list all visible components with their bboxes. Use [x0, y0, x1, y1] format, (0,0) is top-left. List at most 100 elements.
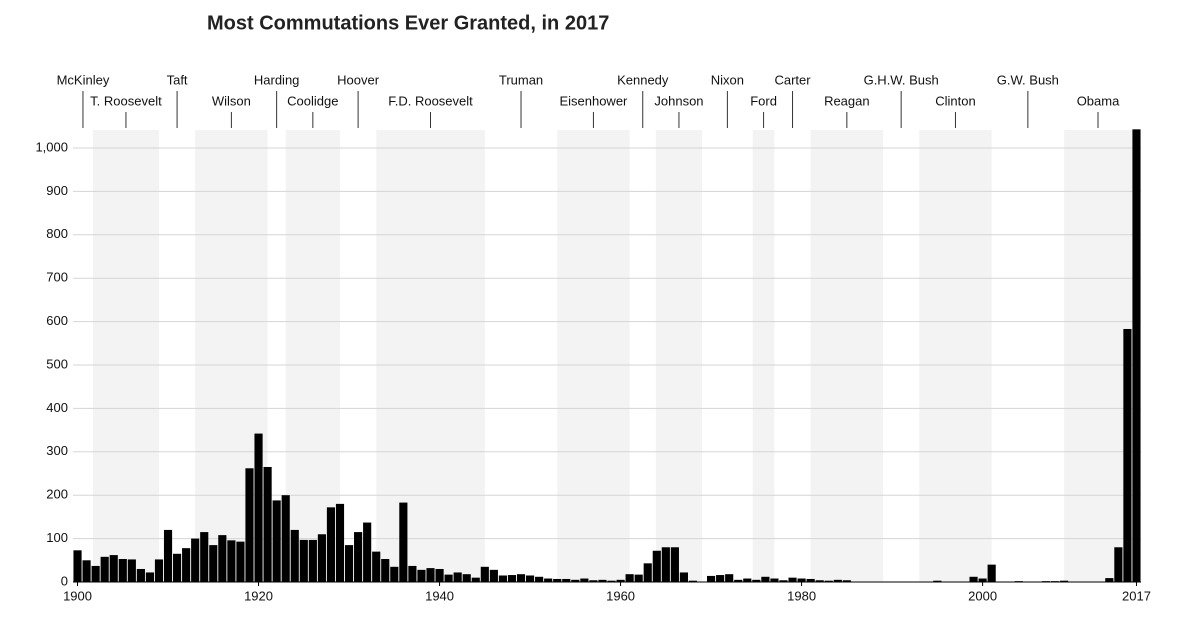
bar [788, 577, 797, 582]
term-band [919, 130, 992, 582]
bar [245, 468, 254, 582]
x-tick-label: 2000 [968, 588, 997, 603]
president-label: G.H.W. Bush [864, 72, 939, 87]
president-label: Reagan [824, 93, 870, 108]
bar [435, 568, 444, 582]
bar [227, 540, 236, 582]
y-tick-label: 800 [46, 226, 68, 241]
bar [489, 569, 498, 582]
president-label: Obama [1077, 93, 1120, 108]
bar [652, 550, 661, 582]
y-tick-label: 700 [46, 270, 68, 285]
bar [173, 553, 182, 582]
bar [372, 551, 381, 582]
y-tick-label: 300 [46, 443, 68, 458]
term-band [655, 130, 703, 582]
chart-title: Most Commutations Ever Granted, in 2017 [207, 12, 609, 34]
bar [399, 502, 408, 582]
president-label: Johnson [654, 93, 703, 108]
bar [806, 578, 815, 582]
bar [580, 578, 589, 582]
bar [191, 538, 200, 582]
bar [408, 565, 417, 582]
bar [969, 576, 978, 582]
term-band [285, 130, 340, 582]
bar [1105, 578, 1114, 582]
bar [100, 556, 109, 582]
bar [299, 539, 308, 582]
president-label: Harding [254, 72, 300, 87]
president-label: Ford [750, 93, 777, 108]
bar [91, 565, 100, 582]
y-tick-label: 200 [46, 487, 68, 502]
bar [335, 503, 345, 582]
president-label: G.W. Bush [997, 72, 1059, 87]
bar [779, 580, 788, 582]
bar [426, 568, 435, 582]
bar [381, 558, 390, 582]
president-label: T. Roosevelt [90, 93, 162, 108]
x-tick-label: 1960 [606, 588, 635, 603]
bar [589, 580, 598, 582]
bar [688, 580, 698, 582]
term-band [376, 130, 485, 582]
y-tick-label: 900 [46, 183, 68, 198]
bar [363, 522, 372, 582]
bar [82, 560, 91, 582]
bar [670, 547, 679, 582]
president-label: Taft [167, 72, 188, 87]
y-tick-label: 100 [46, 530, 68, 545]
bar [978, 578, 987, 582]
bar [236, 541, 245, 582]
president-label: Coolidge [287, 93, 338, 108]
bar [209, 545, 218, 582]
bar [453, 572, 462, 582]
president-label: Truman [499, 72, 543, 87]
bar [797, 578, 806, 582]
x-tick-label: 1920 [244, 588, 273, 603]
bar [154, 559, 164, 582]
bar [933, 580, 942, 582]
bar [498, 575, 507, 582]
y-tick-label: 600 [46, 313, 68, 328]
bar [725, 574, 734, 582]
president-label: McKinley [57, 72, 110, 87]
bar [254, 433, 263, 582]
bar [1114, 547, 1123, 582]
bar [145, 572, 155, 582]
bar [752, 579, 761, 582]
bar [716, 575, 725, 582]
bar [770, 578, 779, 582]
bar [616, 579, 625, 582]
bar [824, 580, 833, 582]
term-band [752, 130, 775, 582]
bar [507, 575, 517, 582]
y-tick-label: 500 [46, 356, 68, 371]
bar [634, 574, 643, 582]
bar [535, 576, 544, 582]
bar [544, 578, 553, 582]
bar [562, 578, 571, 582]
president-label: Nixon [711, 72, 744, 87]
bar [734, 579, 743, 582]
term-band [92, 130, 159, 582]
bar [1132, 129, 1141, 582]
bar [553, 578, 562, 582]
y-tick-label: 0 [61, 573, 68, 588]
bar [525, 575, 535, 582]
bar [417, 569, 426, 582]
bar [462, 574, 471, 582]
bar [272, 500, 281, 582]
bar [118, 558, 127, 582]
bar [661, 547, 670, 582]
bar [743, 578, 752, 582]
bar [127, 559, 136, 582]
bar [281, 495, 290, 582]
president-label: Eisenhower [559, 93, 628, 108]
bar [987, 564, 996, 582]
bar [761, 576, 770, 582]
bar [598, 579, 607, 582]
bar [200, 532, 209, 582]
x-tick-label: 1980 [787, 588, 816, 603]
x-tick-label: 1900 [63, 588, 92, 603]
